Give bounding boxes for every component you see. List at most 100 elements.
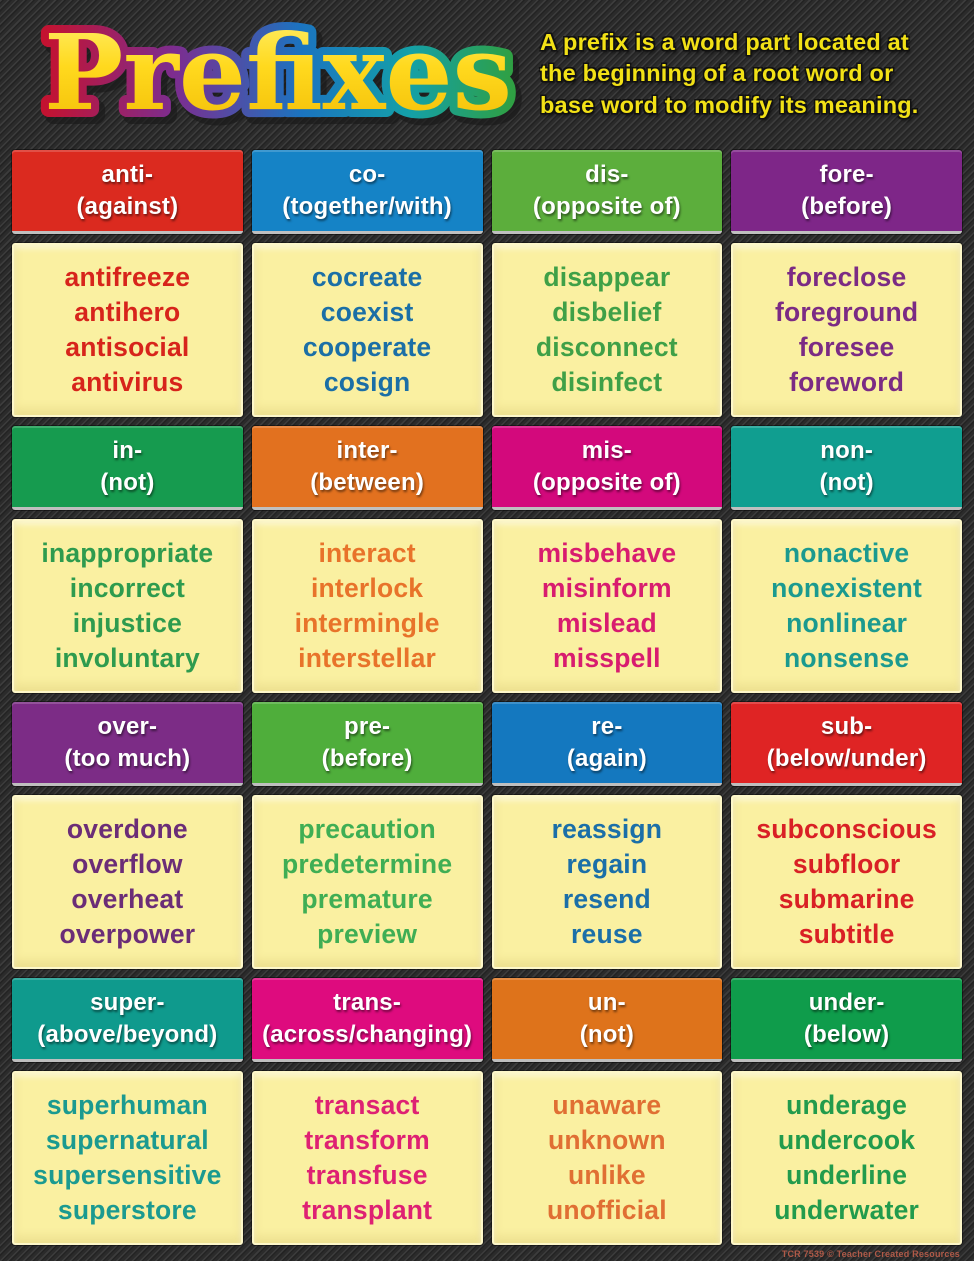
header-non: non- (not) — [731, 426, 962, 510]
prefix-label: anti- — [101, 161, 154, 189]
word: foresee — [798, 332, 895, 362]
words-fore: foreclose foreground foresee foreword — [731, 243, 962, 417]
word: misbehave — [537, 538, 677, 569]
word: coexist — [320, 297, 414, 328]
subtitle-line: the beginning of a root word or — [540, 60, 894, 87]
word: disconnect — [535, 332, 678, 362]
words-pre: precaution predetermine premature previe… — [251, 795, 483, 969]
word: overdone — [66, 814, 188, 845]
word: nonlinear — [786, 608, 908, 638]
header-super: super- (above/beyond) — [12, 978, 243, 1062]
title-text: Prefixes — [44, 13, 512, 134]
word: antivirus — [71, 366, 184, 397]
prefix-meaning: (against) — [76, 192, 179, 220]
word: cooperate — [302, 332, 432, 362]
word: disinfect — [551, 366, 663, 397]
word: misinform — [541, 573, 672, 604]
prefix-meaning: (again) — [566, 744, 647, 772]
word: overflow — [72, 849, 183, 880]
word: disbelief — [552, 297, 662, 328]
words-non: nonactive nonexistent nonlinear nonsense — [731, 519, 962, 693]
word: reassign — [551, 814, 663, 845]
word: underwater — [774, 1194, 920, 1225]
prefix-meaning: (opposite of) — [532, 192, 681, 220]
word: unofficial — [546, 1194, 667, 1225]
word: transact — [314, 1090, 420, 1121]
words-trans: transact transform transfuse transplant — [251, 1071, 483, 1245]
words-over: overdone overflow overheat overpower — [12, 795, 243, 969]
word: misspell — [553, 642, 661, 673]
word: disappear — [543, 262, 671, 293]
word: supernatural — [45, 1125, 209, 1156]
word: nonsense — [783, 642, 910, 673]
word: interlock — [310, 573, 424, 604]
word: nonexistent — [771, 573, 923, 604]
header-in: in- (not) — [12, 426, 243, 510]
word: inappropriate — [41, 538, 214, 569]
words-dis: disappear disbelief disconnect disinfect — [491, 243, 723, 417]
prefix-label: un- — [587, 989, 626, 1017]
header-re: re- (again) — [491, 702, 723, 786]
word: regain — [566, 849, 648, 880]
word: underline — [786, 1160, 908, 1190]
word: interstellar — [298, 642, 437, 673]
word: cosign — [323, 366, 411, 397]
word: overheat — [71, 884, 184, 914]
words-mis: misbehave misinform mislead misspell — [491, 519, 723, 693]
word: overpower — [59, 918, 196, 949]
words-re: reassign regain resend reuse — [491, 795, 723, 969]
words-under: underage undercook underline underwater — [731, 1071, 962, 1245]
word: precaution — [298, 814, 436, 845]
subtitle-line: base word to modify its meaning. — [540, 91, 919, 118]
word: mislead — [556, 608, 657, 638]
word: preview — [317, 918, 418, 949]
prefix-label: over- — [97, 713, 158, 741]
words-in: inappropriate incorrect injustice involu… — [12, 519, 243, 693]
header-dis: dis- (opposite of) — [491, 150, 723, 234]
prefix-meaning: (not) — [579, 1020, 635, 1048]
header-anti: anti- (against) — [12, 150, 243, 234]
word: intermingle — [294, 608, 440, 638]
prefix-label: co- — [348, 161, 386, 189]
word: resend — [562, 884, 651, 914]
words-anti: antifreeze antihero antisocial antivirus — [12, 243, 243, 417]
word: cocreate — [311, 262, 423, 293]
poster-subtitle: A prefix is a word part located at the b… — [540, 27, 948, 120]
title-outline: Prefixes — [44, 13, 512, 134]
prefix-label: pre- — [344, 713, 391, 741]
word: supersensitive — [33, 1160, 222, 1190]
words-super: superhuman supernatural supersensitive s… — [12, 1071, 243, 1245]
word: transform — [304, 1125, 430, 1156]
header-co: co- (together/with) — [251, 150, 483, 234]
prefix-label: trans- — [333, 989, 402, 1017]
word: foreclose — [786, 262, 907, 293]
prefix-meaning: (too much) — [64, 744, 191, 772]
word: undercook — [777, 1125, 916, 1156]
subtitle-line: A prefix is a word part located at — [540, 29, 909, 56]
title-art: Prefixes Prefixes Prefixes — [36, 3, 526, 149]
prefix-label: super- — [90, 989, 165, 1017]
prefix-label: inter- — [336, 437, 398, 465]
prefix-meaning: (before) — [801, 192, 893, 220]
header-mis: mis- (opposite of) — [491, 426, 723, 510]
prefix-meaning: (below) — [803, 1020, 890, 1048]
prefix-label: mis- — [581, 437, 632, 465]
word: incorrect — [69, 573, 185, 604]
word: foreground — [774, 297, 919, 328]
word: underage — [786, 1090, 908, 1121]
prefix-grid: anti- (against) co- (together/with) dis-… — [0, 148, 974, 1245]
word: predetermine — [281, 849, 453, 880]
prefix-meaning: (below/under) — [766, 744, 927, 772]
prefix-meaning: (between) — [310, 468, 425, 496]
words-sub: subconscious subfloor submarine subtitle — [731, 795, 962, 969]
prefix-label: non- — [820, 437, 874, 465]
header-inter: inter- (between) — [251, 426, 483, 510]
prefix-meaning: (before) — [321, 744, 413, 772]
word: unaware — [552, 1090, 662, 1121]
prefix-label: fore- — [819, 161, 874, 189]
prefix-label: under- — [808, 989, 885, 1017]
word: subconscious — [756, 814, 937, 845]
word: antihero — [74, 297, 181, 328]
header-fore: fore- (before) — [731, 150, 962, 234]
word: nonactive — [783, 538, 910, 569]
